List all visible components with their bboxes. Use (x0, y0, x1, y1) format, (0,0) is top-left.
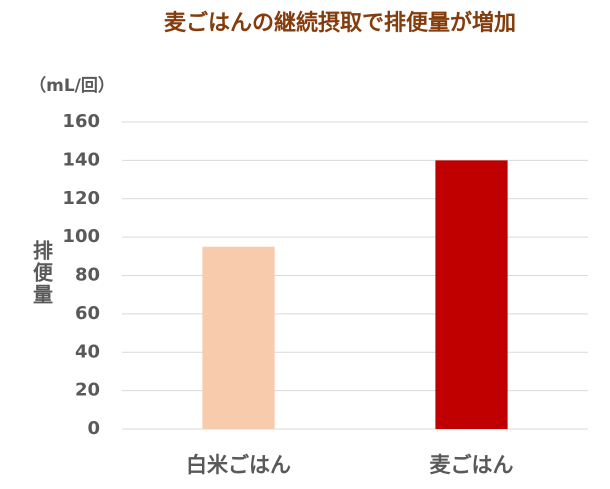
chart-title: 麦ごはんの継続摂取で排便量が増加 (164, 10, 516, 36)
y-tick-label: 60 (75, 303, 100, 324)
y-tick-label: 40 (75, 341, 100, 362)
x-tick-label: 麦ごはん (430, 453, 514, 477)
unit-label: （mL/回） (29, 75, 115, 96)
y-tick-label: 80 (75, 265, 100, 286)
bar (202, 246, 275, 429)
y-tick-label: 120 (62, 188, 100, 209)
y-tick-label: 0 (87, 418, 100, 439)
y-tick-label: 20 (75, 380, 100, 401)
bar (435, 160, 508, 429)
y-tick-label: 100 (62, 226, 100, 247)
y-axis-label: 排便量 (30, 239, 54, 306)
x-tick-label: 白米ごはん (186, 453, 291, 477)
y-tick-label: 140 (62, 149, 100, 170)
y-tick-label: 160 (62, 111, 100, 132)
